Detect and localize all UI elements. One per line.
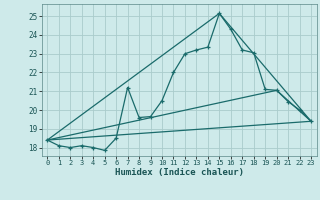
X-axis label: Humidex (Indice chaleur): Humidex (Indice chaleur) [115, 168, 244, 177]
